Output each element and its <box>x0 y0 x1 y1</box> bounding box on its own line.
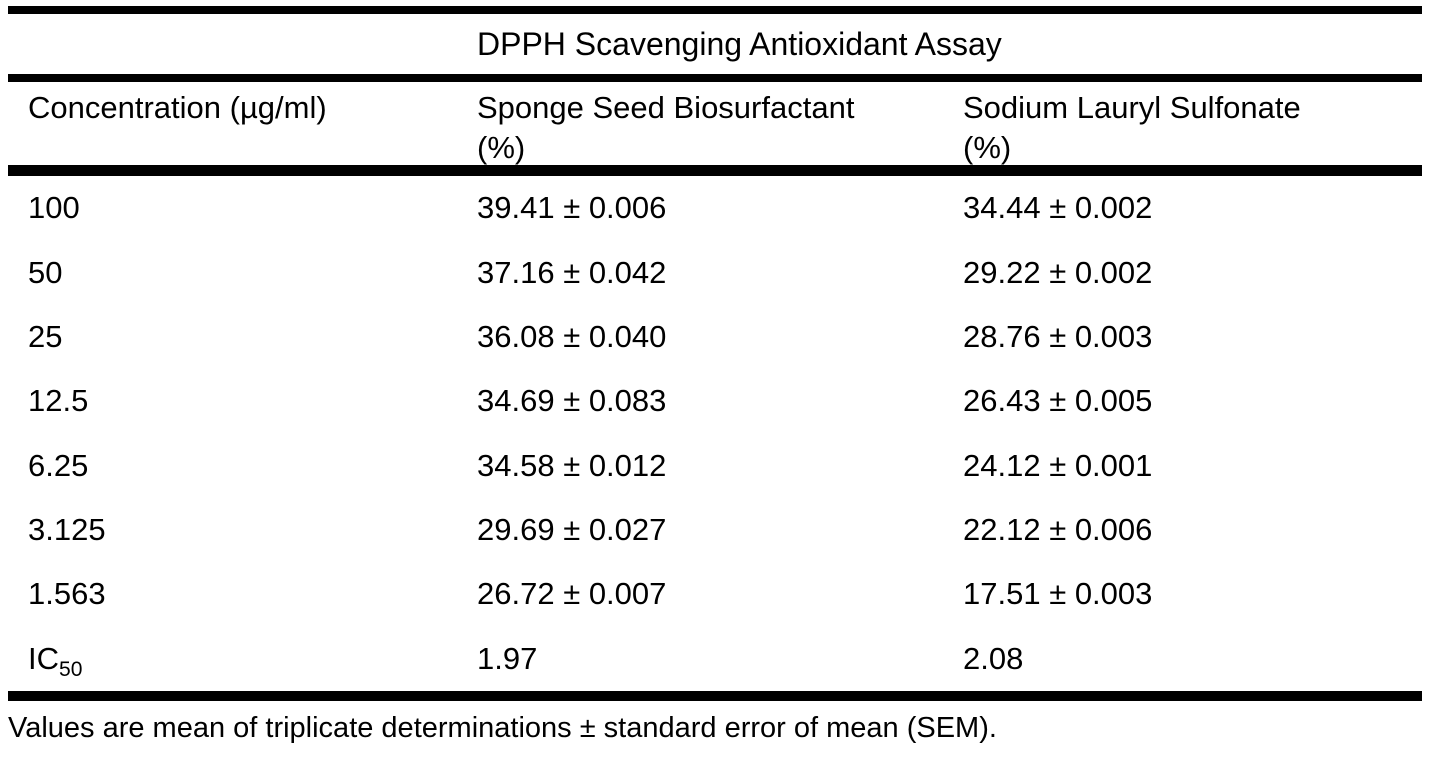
cell-sls-value: 29.22 ± 0.002 <box>963 254 1153 290</box>
table-row: 1.563 26.72 ± 0.007 17.51 ± 0.003 <box>8 562 1422 626</box>
table-body: 100 39.41 ± 0.006 34.44 ± 0.002 50 37.16… <box>8 176 1422 691</box>
cell-concentration: 3.125 <box>28 512 106 548</box>
table-row: 50 37.16 ± 0.042 29.22 ± 0.002 <box>8 240 1422 304</box>
cell-concentration: 1.563 <box>28 576 106 612</box>
cell-sponge-value: 29.69 ± 0.027 <box>477 512 667 548</box>
table-title: DPPH Scavenging Antioxidant Assay <box>477 25 1002 62</box>
cell-sponge-value: 37.16 ± 0.042 <box>477 254 667 290</box>
cell-concentration: 6.25 <box>28 447 89 483</box>
header-separator-rule <box>8 165 1422 176</box>
cell-sponge-value: 1.97 <box>477 640 538 676</box>
header-concentration: Concentration (µg/ml) <box>28 90 327 125</box>
title-separator-rule <box>8 74 1422 82</box>
cell-concentration: 25 <box>28 318 63 354</box>
table-title-row: DPPH Scavenging Antioxidant Assay <box>8 14 1422 74</box>
table-row: 3.125 29.69 ± 0.027 22.12 ± 0.006 <box>8 498 1422 562</box>
cell-sls-value: 34.44 ± 0.002 <box>963 190 1153 226</box>
table-row: 100 39.41 ± 0.006 34.44 ± 0.002 <box>8 176 1422 240</box>
assay-table: DPPH Scavenging Antioxidant Assay Concen… <box>8 6 1422 745</box>
cell-sponge-value: 39.41 ± 0.006 <box>477 190 667 226</box>
cell-sponge-value: 34.69 ± 0.083 <box>477 383 667 419</box>
cell-sls-value: 26.43 ± 0.005 <box>963 383 1153 419</box>
header-sodium-lauryl-sulfonate: Sodium Lauryl Sulfonate (%) <box>963 90 1301 165</box>
table-bottom-rule <box>8 691 1422 701</box>
header-sponge-seed-biosurfactant: Sponge Seed Biosurfactant (%) <box>477 90 855 165</box>
cell-sls-value: 17.51 ± 0.003 <box>963 576 1153 612</box>
cell-ic50-label: IC50 <box>28 640 83 681</box>
cell-sls-value: 2.08 <box>963 640 1024 676</box>
table-row: 6.25 34.58 ± 0.012 24.12 ± 0.001 <box>8 434 1422 498</box>
table-header-row: Concentration (µg/ml) Sponge Seed Biosur… <box>8 82 1422 165</box>
cell-sponge-value: 26.72 ± 0.007 <box>477 576 667 612</box>
cell-concentration: 12.5 <box>28 383 89 419</box>
table-row: 12.5 34.69 ± 0.083 26.43 ± 0.005 <box>8 369 1422 433</box>
cell-sponge-value: 34.58 ± 0.012 <box>477 447 667 483</box>
table-footnote: Values are mean of triplicate determinat… <box>8 712 997 744</box>
table-top-rule <box>8 6 1422 14</box>
table-row-ic50: IC50 1.97 2.08 <box>8 627 1422 691</box>
cell-sponge-value: 36.08 ± 0.040 <box>477 318 667 354</box>
cell-sls-value: 24.12 ± 0.001 <box>963 447 1153 483</box>
cell-sls-value: 22.12 ± 0.006 <box>963 512 1153 548</box>
table-row: 25 36.08 ± 0.040 28.76 ± 0.003 <box>8 305 1422 369</box>
cell-concentration: 50 <box>28 254 63 290</box>
cell-concentration: 100 <box>28 190 80 226</box>
cell-sls-value: 28.76 ± 0.003 <box>963 318 1153 354</box>
